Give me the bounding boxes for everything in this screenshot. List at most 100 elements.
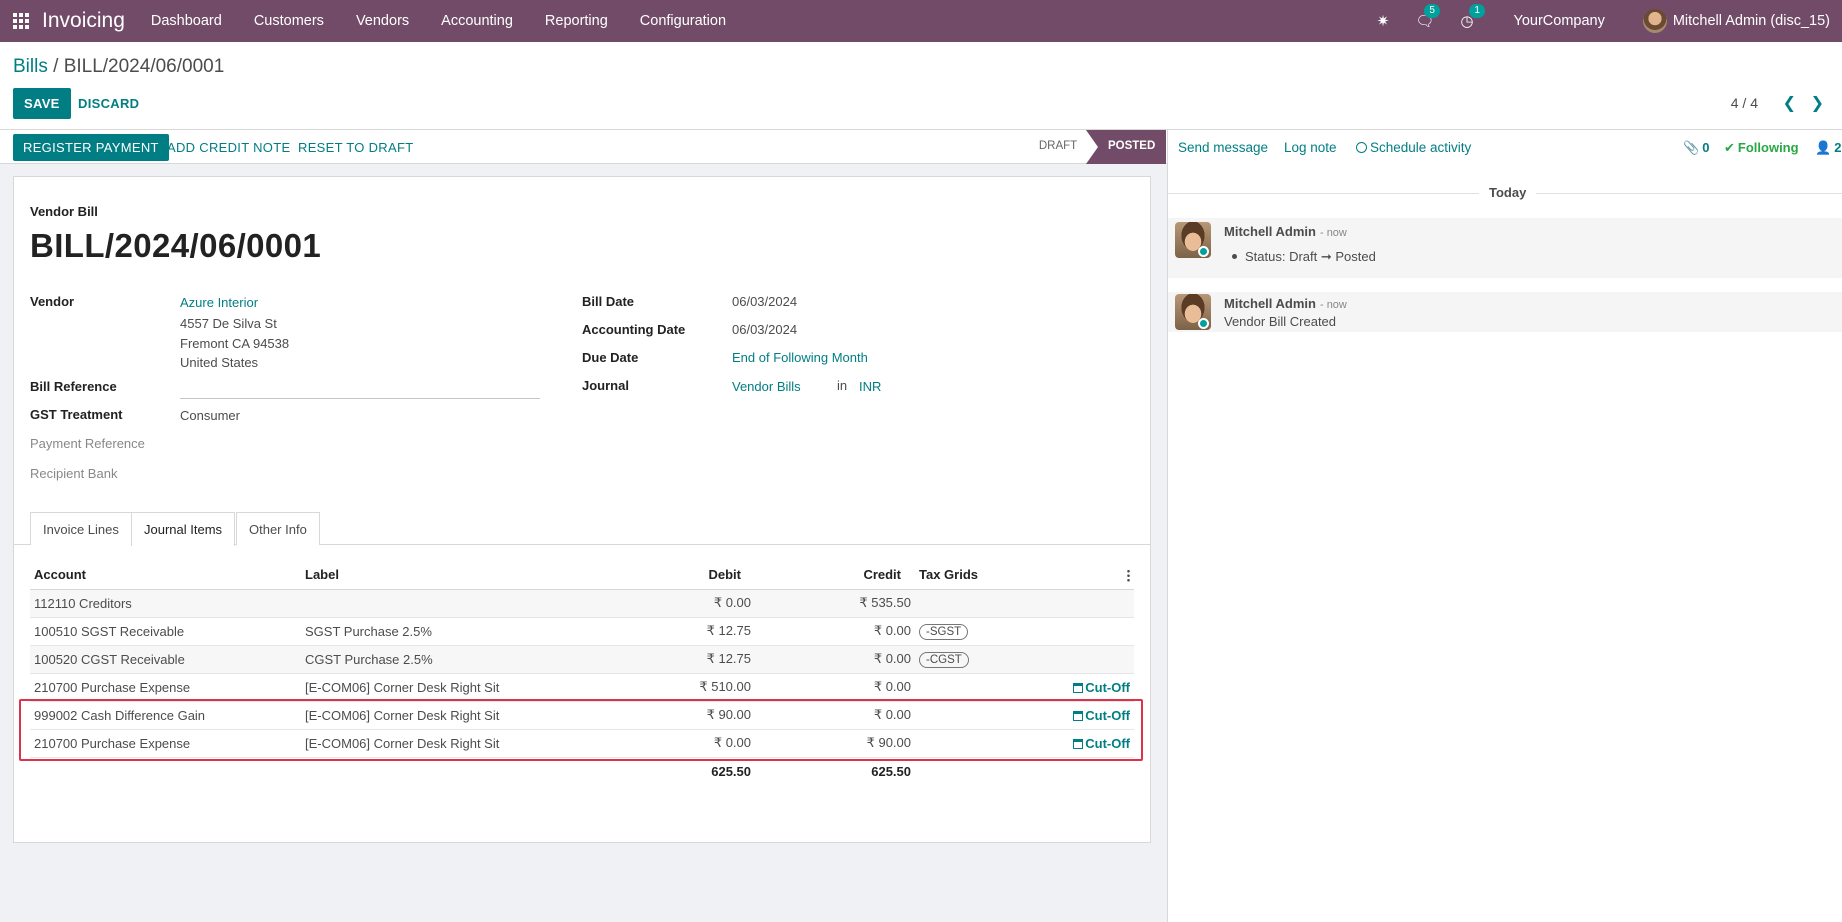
vendor-field[interactable]: Azure Interior [180,295,259,310]
messages-icon[interactable]: 🗨 5 [1415,4,1440,30]
tax-grids-cell[interactable] [915,673,1045,702]
pager-previous-icon[interactable]: ❮ [1782,95,1796,112]
followers-button[interactable]: 👤 2 [1815,140,1841,156]
menu-accounting[interactable]: Accounting [441,13,513,29]
apps-menu-icon[interactable] [0,0,42,42]
message-author[interactable]: Mitchell Admin [1224,224,1316,239]
due-date-label: Due Date [582,350,639,365]
account-cell[interactable]: 100510 SGST Receivable [30,617,301,646]
due-date-field[interactable]: End of Following Month [732,350,868,365]
table-row[interactable]: 210700 Purchase Expense [E-COM06] Corner… [30,729,1134,758]
cutoff-button[interactable]: Cut-Off [1073,736,1130,751]
menu-vendors[interactable]: Vendors [355,13,410,29]
register-payment-button[interactable]: REGISTER PAYMENT [13,134,169,161]
debit-cell[interactable]: ₹ 0.00 [601,589,755,618]
journal-field[interactable]: Vendor Bills [732,379,801,394]
kebab-menu-icon[interactable] [1127,569,1130,583]
account-cell[interactable]: 210700 Purchase Expense [30,729,301,758]
tab-journal-items[interactable]: Journal Items [131,512,236,546]
cutoff-button[interactable]: Cut-Off [1073,680,1130,695]
debug-bug-icon[interactable]: ✷ [1376,13,1390,30]
column-header-credit[interactable]: Credit [755,561,915,590]
vendor-address-line: United States [180,355,259,370]
pager-value[interactable]: 4 / 4 [1730,95,1758,111]
bill-reference-input[interactable] [180,398,540,399]
log-note-button[interactable]: Log note [1284,140,1337,155]
company-switcher[interactable]: YourCompany [1513,13,1605,29]
account-cell[interactable]: 112110 Creditors [30,589,301,618]
following-button[interactable]: ✔ Following [1724,140,1799,156]
label-cell[interactable] [301,589,601,618]
send-message-button[interactable]: Send message [1178,140,1269,155]
debit-cell[interactable]: ₹ 90.00 [601,701,755,730]
label-cell[interactable]: CGST Purchase 2.5% [301,645,601,674]
menu-dashboard[interactable]: Dashboard [150,13,222,29]
optional-columns-toggle[interactable] [1045,561,1134,590]
column-header-debit[interactable]: Debit [601,561,755,590]
credit-cell[interactable]: ₹ 90.00 [755,729,915,758]
stage-draft[interactable]: DRAFT [1038,140,1078,152]
account-cell[interactable]: 100520 CGST Receivable [30,645,301,674]
debit-cell[interactable]: ₹ 12.75 [601,645,755,674]
column-header-tax-grids[interactable]: Tax Grids [915,561,1045,590]
gst-treatment-field[interactable]: Consumer [180,408,240,423]
account-cell[interactable]: 210700 Purchase Expense [30,673,301,702]
column-header-account[interactable]: Account [30,561,301,590]
user-menu[interactable]: Mitchell Admin (disc_15) [1642,9,1830,33]
menu-reporting[interactable]: Reporting [544,13,608,29]
attachments-button[interactable]: 📎 0 [1683,140,1709,156]
credit-cell[interactable]: ₹ 0.00 [755,701,915,730]
label-cell[interactable]: [E-COM06] Corner Desk Right Sit [301,701,601,730]
cutoff-label: Cut-Off [1085,679,1130,695]
tab-invoice-lines[interactable]: Invoice Lines [30,512,132,545]
currency-field[interactable]: INR [859,379,882,394]
account-cell[interactable]: 999002 Cash Difference Gain [30,701,301,730]
debit-cell[interactable]: ₹ 0.00 [601,729,755,758]
tax-grids-cell[interactable] [915,729,1045,758]
tax-grids-cell[interactable]: -CGST [915,645,1045,674]
total-credit: 625.50 [871,763,911,779]
tab-other-info[interactable]: Other Info [236,512,320,545]
activities-clock-icon[interactable]: ◷ 1 [1460,4,1485,30]
reset-to-draft-button[interactable]: RESET TO DRAFT [298,140,414,155]
tax-grids-cell[interactable] [915,589,1045,618]
breadcrumb: Bills / BILL/2024/06/0001 [13,56,224,78]
credit-cell[interactable]: ₹ 0.00 [755,645,915,674]
label-cell[interactable]: [E-COM06] Corner Desk Right Sit [301,729,601,758]
table-row[interactable]: 210700 Purchase Expense [E-COM06] Corner… [30,673,1134,702]
app-name[interactable]: Invoicing [42,9,125,32]
save-button[interactable]: SAVE [13,88,71,119]
check-icon: ✔ [1724,140,1735,155]
table-row[interactable]: 100520 CGST Receivable CGST Purchase 2.5… [30,645,1134,674]
menu-customers[interactable]: Customers [253,13,324,29]
pager-next-icon[interactable]: ❯ [1810,95,1824,112]
bill-date-field[interactable]: 06/03/2024 [732,294,798,309]
clock-icon [1356,142,1367,153]
calendar-icon [1073,738,1084,749]
table-row[interactable]: 100510 SGST Receivable SGST Purchase 2.5… [30,617,1134,646]
table-row[interactable]: 112110 Creditors ₹ 0.00 ₹ 535.50 [30,589,1134,618]
debit-cell[interactable]: ₹ 12.75 [601,617,755,646]
debit-cell[interactable]: ₹ 510.00 [601,673,755,702]
stage-posted[interactable]: POSTED [1086,130,1166,164]
menu-configuration[interactable]: Configuration [639,13,727,29]
table-row[interactable]: 999002 Cash Difference Gain [E-COM06] Co… [30,701,1134,730]
add-credit-note-button[interactable]: ADD CREDIT NOTE [167,140,291,155]
schedule-activity-button[interactable]: Schedule activity [1356,140,1471,155]
tax-grids-cell[interactable]: -SGST [915,617,1045,646]
message-author[interactable]: Mitchell Admin [1224,296,1316,311]
credit-cell[interactable]: ₹ 0.00 [755,673,915,702]
credit-cell[interactable]: ₹ 0.00 [755,617,915,646]
discard-button[interactable]: DISCARD [78,96,140,111]
accounting-date-field[interactable]: 06/03/2024 [732,322,798,337]
gst-treatment-label: GST Treatment [30,407,123,422]
breadcrumb-bills-link[interactable]: Bills [13,56,48,77]
label-cell[interactable]: [E-COM06] Corner Desk Right Sit [301,673,601,702]
cutoff-button[interactable]: Cut-Off [1073,708,1130,723]
tax-grids-cell[interactable] [915,701,1045,730]
column-header-label[interactable]: Label [301,561,601,590]
cutoff-cell: Cut-Off [1045,673,1134,702]
credit-cell[interactable]: ₹ 535.50 [755,589,915,618]
label-cell[interactable]: SGST Purchase 2.5% [301,617,601,646]
journal-label: Journal [582,378,629,393]
